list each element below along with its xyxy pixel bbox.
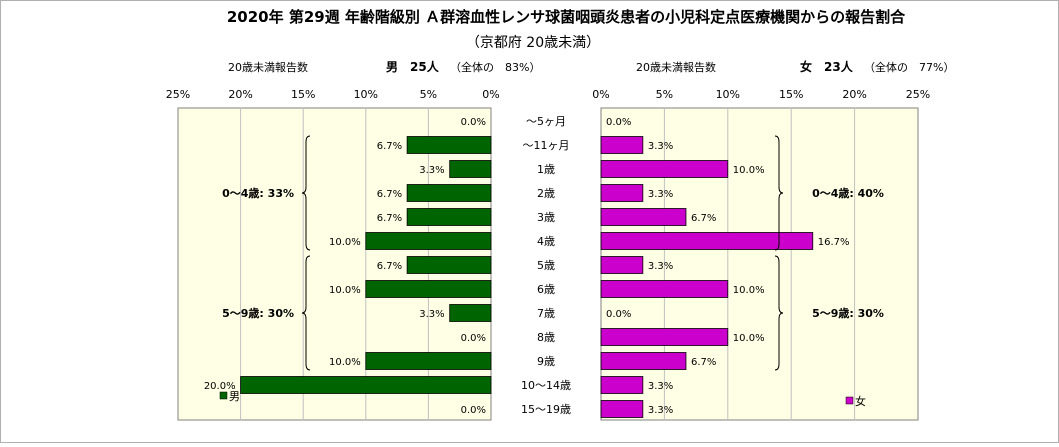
female-bar (600, 136, 644, 154)
category-label: 3歳 (537, 211, 555, 224)
bars: 0.0% 0.0% 6.7% 3.3% 3.3% 10.0% 6.7% 3.3% 6.7% 6.7… (204, 117, 850, 418)
male-group-label: 5～9歳: 30% (222, 306, 294, 320)
female-x-tick-label: 25% (906, 88, 930, 101)
category-label: ～5ヶ月 (526, 115, 566, 128)
female-x-tick-label: 10% (716, 88, 740, 101)
male-data-label: 3.3% (419, 165, 444, 176)
female-data-label: 3.3% (648, 381, 673, 392)
male-header-share: （全体の 83%） (450, 60, 540, 74)
category-label: ～11ヶ月 (523, 139, 570, 152)
female-bar (600, 280, 729, 298)
male-bar (449, 304, 492, 322)
female-data-label: 10.0% (733, 333, 765, 344)
male-group-brace (301, 135, 311, 251)
male-bar (365, 280, 492, 298)
female-data-label: 6.7% (691, 357, 716, 368)
female-header-share: （全体の 77%） (864, 60, 954, 74)
male-data-label: 20.0% (204, 381, 236, 392)
female-group-brace (774, 255, 784, 371)
female-bar (600, 184, 644, 202)
female-x-tick-label: 15% (779, 88, 803, 101)
female-x-tick-label: 20% (842, 88, 866, 101)
male-header-label: 20歳未満報告数 (228, 61, 308, 74)
female-group-label: 0～4歳: 40% (812, 186, 884, 200)
female-data-label: 3.3% (648, 141, 673, 152)
female-legend-label: 女 (855, 394, 866, 408)
male-x-tick-label: 25% (166, 88, 190, 101)
male-bar (449, 160, 492, 178)
male-data-label: 10.0% (329, 237, 361, 248)
category-label: 6歳 (537, 283, 555, 296)
male-x-tick-label: 20% (228, 88, 252, 101)
category-label: 10～14歳 (521, 379, 571, 392)
male-x-tick-label: 10% (354, 88, 378, 101)
male-group-brace (301, 255, 311, 371)
male-data-label: 6.7% (377, 141, 402, 152)
male-data-label: 0.0% (461, 117, 486, 128)
female-data-label: 10.0% (733, 165, 765, 176)
male-bar (365, 232, 492, 250)
male-data-label: 3.3% (419, 309, 444, 320)
axis-ticks: 0% 0% 5% 5% 10% 10% 15% 15% 20% 20% 25% 25% (166, 88, 930, 101)
female-data-label: 3.3% (648, 261, 673, 272)
category-label: 5歳 (537, 259, 555, 272)
male-bar (406, 184, 492, 202)
male-data-label: 6.7% (377, 213, 402, 224)
male-x-tick-label: 5% (420, 88, 437, 101)
female-bar (600, 208, 687, 226)
male-x-tick-label: 0% (482, 88, 499, 101)
category-label: 7歳 (537, 307, 555, 320)
male-header-count: 男 25人 (386, 59, 440, 74)
category-labels: ～5ヶ月 ～11ヶ月 1歳 2歳 3歳 4歳 5歳 6歳 7歳 8歳 9歳 10～14歳 15～19歳 (521, 115, 571, 416)
chart-subtitle: （京都府 20歳未満） (466, 35, 600, 51)
female-legend-swatch (845, 396, 854, 405)
female-data-label: 10.0% (733, 285, 765, 296)
female-bar (600, 256, 644, 274)
male-bar (240, 376, 492, 394)
male-group-label: 0～4歳: 33% (222, 186, 294, 200)
male-legend-label: 男 (229, 390, 240, 403)
female-bar (600, 160, 729, 178)
female-bar (600, 400, 644, 418)
female-data-label: 3.3% (648, 189, 673, 200)
female-x-tick-label: 5% (656, 88, 673, 101)
female-data-label: 16.7% (818, 237, 850, 248)
female-x-tick-label: 0% (592, 88, 609, 101)
male-x-tick-label: 15% (291, 88, 315, 101)
male-bar (365, 352, 492, 370)
category-label: 1歳 (537, 163, 555, 176)
female-bar (600, 352, 687, 370)
male-data-label: 6.7% (377, 189, 402, 200)
category-label: 2歳 (537, 187, 555, 200)
male-data-label: 10.0% (329, 357, 361, 368)
female-bar (600, 328, 729, 346)
female-data-label: 0.0% (606, 117, 631, 128)
male-data-label: 0.0% (461, 333, 486, 344)
category-label: 8歳 (537, 331, 555, 344)
age-group-brackets: 0～4歳: 33% 5～9歳: 30% 0～4歳: 40% 5～9歳: 30% (222, 135, 884, 371)
female-header-count: 女 23人 (800, 59, 854, 74)
female-header-label: 20歳未満報告数 (636, 61, 716, 74)
category-label: 15～19歳 (521, 403, 571, 416)
male-legend-swatch (219, 391, 228, 400)
female-bar (600, 376, 644, 394)
male-data-label: 6.7% (377, 261, 402, 272)
male-bar (406, 256, 492, 274)
male-data-label: 0.0% (461, 405, 486, 416)
female-data-label: 0.0% (606, 309, 631, 320)
male-bar (406, 136, 492, 154)
chart-title: 2020年 第29週 年齢階級別 Ａ群溶血性レンサ球菌咽頭炎患者の小児科定点医療… (227, 8, 906, 26)
male-data-label: 10.0% (329, 285, 361, 296)
female-bar (600, 232, 814, 250)
female-data-label: 6.7% (691, 213, 716, 224)
female-data-label: 3.3% (648, 405, 673, 416)
female-group-brace (774, 135, 784, 251)
category-label: 9歳 (537, 355, 555, 368)
female-group-label: 5～9歳: 30% (812, 306, 884, 320)
category-label: 4歳 (537, 235, 555, 248)
male-bar (406, 208, 492, 226)
